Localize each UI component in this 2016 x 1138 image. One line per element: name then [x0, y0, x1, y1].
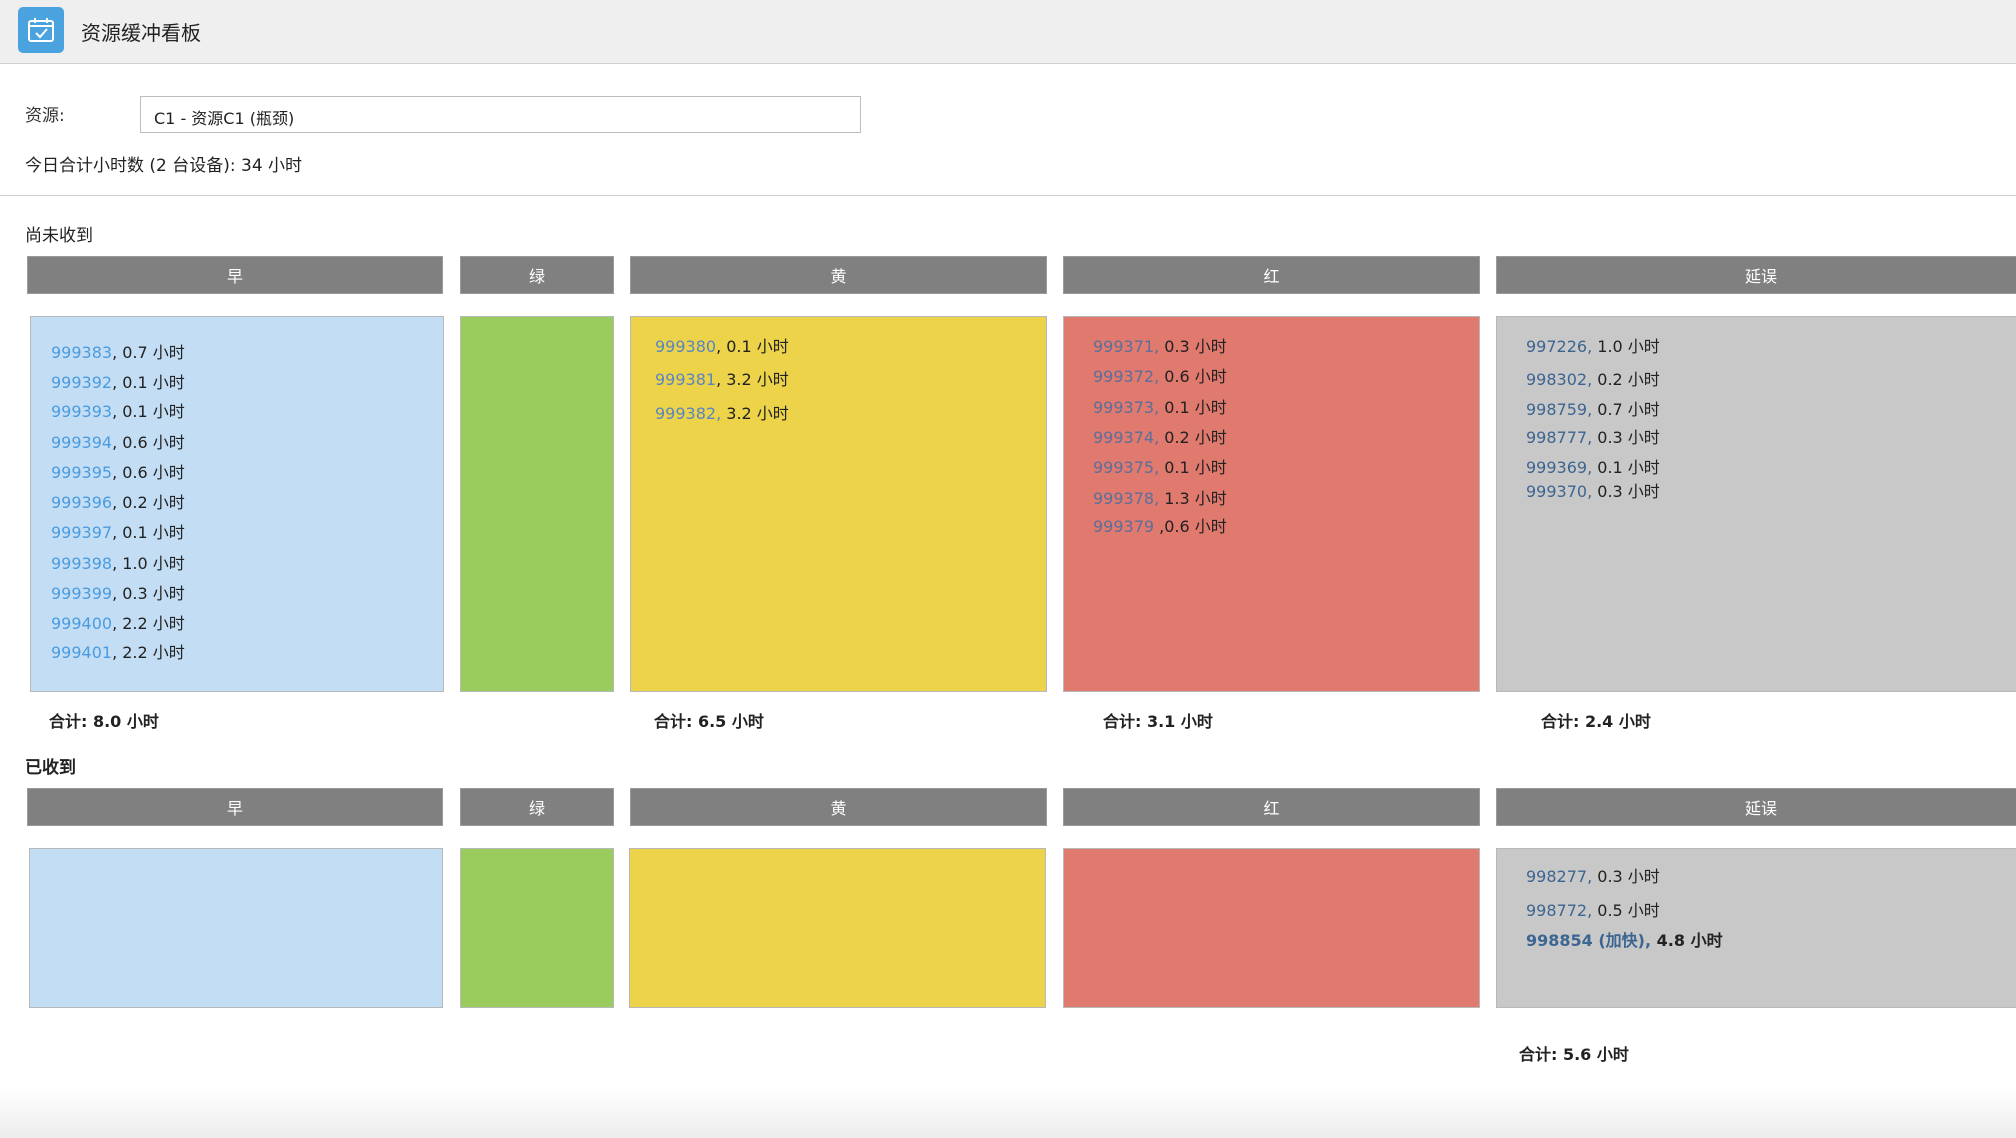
list-item: 999374, 0.2 小时	[1093, 428, 1227, 447]
list-item: 998277, 0.3 小时	[1526, 867, 1660, 886]
order-link[interactable]: 999392	[51, 373, 113, 392]
order-link[interactable]: 999369,	[1526, 458, 1593, 477]
list-item: 999375, 0.1 小时	[1093, 458, 1227, 477]
bin-yellow-not-received: 999380, 0.1 小时 999381, 3.2 小时 999382, 3.…	[630, 316, 1047, 692]
list-item: 999395, 0.6 小时	[51, 463, 185, 482]
list-item: 999372, 0.6 小时	[1093, 367, 1227, 386]
order-link[interactable]: 999401	[51, 643, 113, 662]
header-delay: 延误	[1496, 256, 2016, 294]
order-link[interactable]: 999399	[51, 584, 113, 603]
list-item: 999401, 2.2 小时	[51, 643, 185, 662]
list-item: 999379 ,0.6 小时	[1093, 517, 1227, 536]
list-item: 999380, 0.1 小时	[655, 337, 789, 356]
list-item: 999370, 0.3 小时	[1526, 482, 1660, 501]
header-early: 早	[27, 788, 443, 826]
header-yellow: 黄	[630, 788, 1047, 826]
order-link[interactable]: 999383	[51, 343, 113, 362]
app-title: 资源缓冲看板	[81, 21, 201, 45]
order-link[interactable]: 998302,	[1526, 370, 1593, 389]
list-item: 999400, 2.2 小时	[51, 614, 185, 633]
list-item: 999393, 0.1 小时	[51, 402, 185, 421]
bin-yellow-received	[629, 848, 1046, 1008]
order-link[interactable]: 999375,	[1093, 458, 1160, 477]
list-item: 998777, 0.3 小时	[1526, 428, 1660, 447]
order-link[interactable]: 999378,	[1093, 489, 1160, 508]
order-link[interactable]: 999397	[51, 523, 113, 542]
bin-delay-not-received: 997226, 1.0 小时 998302, 0.2 小时 998759, 0.…	[1496, 316, 2016, 692]
order-link[interactable]: 998772,	[1526, 901, 1593, 920]
total-yellow: 合计: 6.5 小时	[654, 712, 764, 731]
list-item: 999381, 3.2 小时	[655, 370, 789, 389]
order-link[interactable]: 999398	[51, 554, 113, 573]
calendar-check-icon[interactable]	[18, 7, 64, 53]
bin-early-not-received: 999383, 0.7 小时 999392, 0.1 小时 999393, 0.…	[30, 316, 444, 692]
order-link[interactable]: 998777,	[1526, 428, 1593, 447]
order-link[interactable]: 997226,	[1526, 337, 1593, 356]
order-link[interactable]: 999393	[51, 402, 113, 421]
order-link[interactable]: 999379	[1093, 517, 1155, 536]
list-item: 998759, 0.7 小时	[1526, 400, 1660, 419]
list-item: 999394, 0.6 小时	[51, 433, 185, 452]
list-item-expedited: 998854 (加快), 4.8 小时	[1526, 931, 1723, 950]
bin-red-not-received: 999371, 0.3 小时 999372, 0.6 小时 999373, 0.…	[1063, 316, 1480, 692]
list-item: 999398, 1.0 小时	[51, 554, 185, 573]
order-link[interactable]: 998277,	[1526, 867, 1593, 886]
list-item: 999373, 0.1 小时	[1093, 398, 1227, 417]
bin-delay-received: 998277, 0.3 小时 998772, 0.5 小时 998854 (加快…	[1496, 848, 2016, 1008]
list-item: 999397, 0.1 小时	[51, 523, 185, 542]
header-green: 绿	[460, 256, 614, 294]
list-item: 999399, 0.3 小时	[51, 584, 185, 603]
order-link[interactable]: 999374,	[1093, 428, 1160, 447]
list-item: 999392, 0.1 小时	[51, 373, 185, 392]
order-link[interactable]: 999395	[51, 463, 113, 482]
resource-label: 资源:	[25, 106, 65, 126]
list-item: 999383, 0.7 小时	[51, 343, 185, 362]
list-item: 997226, 1.0 小时	[1526, 337, 1660, 356]
order-link[interactable]: 999382,	[655, 404, 722, 423]
list-item: 999378, 1.3 小时	[1093, 489, 1227, 508]
order-link[interactable]: 999381	[655, 370, 717, 389]
order-link[interactable]: 999371,	[1093, 337, 1160, 356]
order-link[interactable]: 998854 (加快),	[1526, 931, 1652, 950]
order-link[interactable]: 999396	[51, 493, 113, 512]
header-red: 红	[1063, 788, 1480, 826]
list-item: 999396, 0.2 小时	[51, 493, 185, 512]
header-red: 红	[1063, 256, 1480, 294]
header-delay: 延误	[1496, 788, 2016, 826]
header-green: 绿	[460, 788, 614, 826]
divider	[0, 195, 2016, 196]
list-item: 998302, 0.2 小时	[1526, 370, 1660, 389]
today-total-hours: 今日合计小时数 (2 台设备): 34 小时	[25, 156, 303, 176]
bin-early-received	[29, 848, 443, 1008]
order-link[interactable]: 999373,	[1093, 398, 1160, 417]
order-link[interactable]: 999380	[655, 337, 717, 356]
total-delay-received: 合计: 5.6 小时	[1519, 1045, 1629, 1064]
header-yellow: 黄	[630, 256, 1047, 294]
bin-red-received	[1063, 848, 1480, 1008]
order-link[interactable]: 999394	[51, 433, 113, 452]
list-item: 999371, 0.3 小时	[1093, 337, 1227, 356]
bottom-fade	[0, 1088, 2016, 1138]
order-link[interactable]: 999370,	[1526, 482, 1593, 501]
total-delay: 合计: 2.4 小时	[1541, 712, 1651, 731]
section-title-received: 已收到	[25, 758, 76, 778]
section-title-not-received: 尚未收到	[25, 226, 93, 246]
order-link[interactable]: 999372,	[1093, 367, 1160, 386]
resource-select[interactable]: C1 - 资源C1 (瓶颈)	[140, 96, 861, 133]
total-early: 合计: 8.0 小时	[49, 712, 159, 731]
list-item: 998772, 0.5 小时	[1526, 901, 1660, 920]
bin-green-not-received	[460, 316, 614, 692]
order-link[interactable]: 999400	[51, 614, 113, 633]
order-link[interactable]: 998759,	[1526, 400, 1593, 419]
list-item: 999382, 3.2 小时	[655, 404, 789, 423]
total-red: 合计: 3.1 小时	[1103, 712, 1213, 731]
bin-green-received	[460, 848, 614, 1008]
header-early: 早	[27, 256, 443, 294]
top-bar: 资源缓冲看板	[0, 0, 2016, 64]
list-item: 999369, 0.1 小时	[1526, 458, 1660, 477]
